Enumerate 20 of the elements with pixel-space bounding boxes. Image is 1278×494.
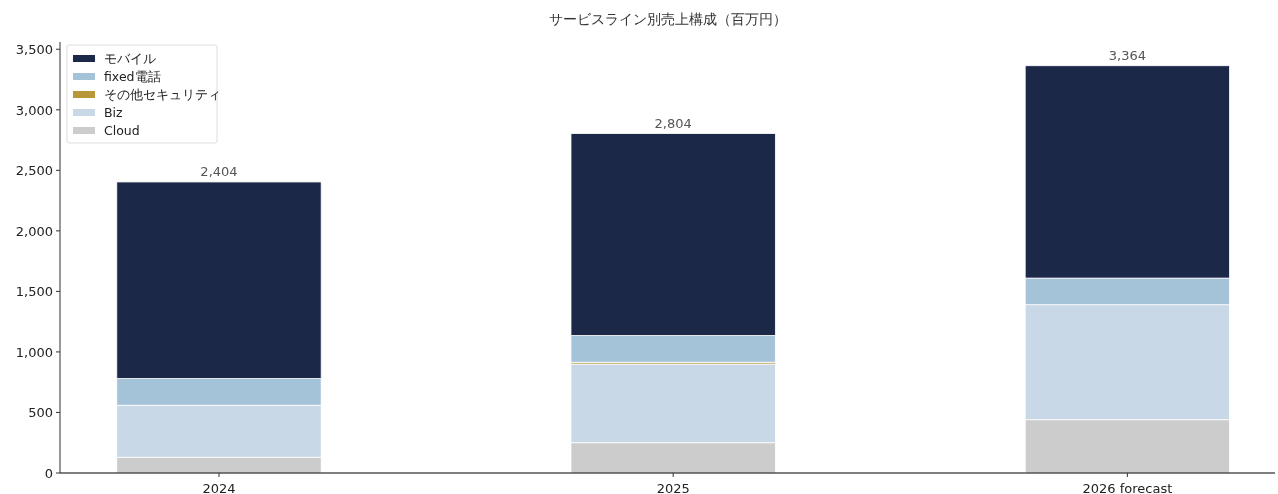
y-tick-label: 2,500 [15,163,53,179]
x-tick-label: 2024 [202,481,236,494]
y-tick-label: 3,000 [15,102,53,118]
y-tick-label: 0 [44,466,53,481]
y-tick-label: 1,500 [15,284,53,300]
y-tick-label: 3,500 [15,42,53,58]
y-tick-label: 500 [28,405,53,421]
legend-label: モバイル [104,51,156,66]
chart-title: サービスライン別売上構成（百万円） [548,11,787,27]
legend-label: Biz [104,105,124,120]
total-label: 3,364 [1108,47,1146,63]
legend-label: Cloud [104,123,140,138]
legend-label: その他セキュリティ [104,87,221,102]
y-tick-label: 2,000 [15,223,53,239]
x-tick-label: 2026 forecast [1082,481,1173,494]
y-tick-label: 1,000 [15,344,53,360]
total-label: 2,804 [654,115,692,131]
x-tick-label: 2025 [656,481,690,494]
legend-label: fixed電話 [104,69,161,84]
total-label: 2,404 [200,163,238,179]
